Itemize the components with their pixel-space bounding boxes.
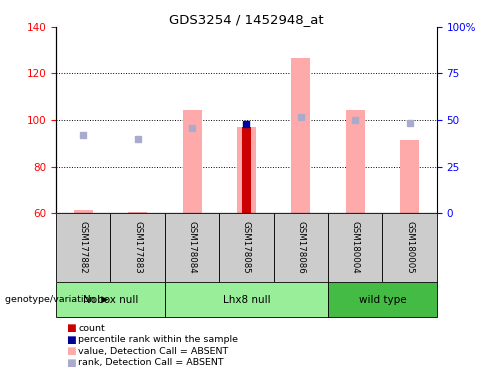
Title: GDS3254 / 1452948_at: GDS3254 / 1452948_at — [169, 13, 324, 26]
Bar — [165, 213, 219, 282]
Text: GSM180005: GSM180005 — [405, 221, 414, 274]
Bar — [274, 213, 328, 282]
Bar — [219, 213, 274, 282]
Text: rank, Detection Call = ABSENT: rank, Detection Call = ABSENT — [78, 358, 224, 367]
Text: GSM178086: GSM178086 — [296, 221, 305, 274]
Text: value, Detection Call = ABSENT: value, Detection Call = ABSENT — [78, 347, 228, 356]
Text: percentile rank within the sample: percentile rank within the sample — [78, 335, 238, 344]
Bar — [56, 282, 165, 317]
Bar — [346, 109, 365, 213]
Bar — [183, 109, 202, 213]
Text: genotype/variation  ▶: genotype/variation ▶ — [5, 295, 108, 304]
Text: GSM180004: GSM180004 — [351, 221, 360, 274]
Bar — [165, 282, 328, 317]
Bar — [328, 213, 383, 282]
Text: Nobox null: Nobox null — [83, 295, 138, 305]
Text: count: count — [78, 324, 105, 333]
Text: ■: ■ — [66, 346, 76, 356]
Bar — [328, 282, 437, 317]
Bar — [383, 213, 437, 282]
Bar — [56, 213, 110, 282]
Bar — [291, 58, 310, 213]
Bar — [74, 210, 93, 213]
Bar — [242, 127, 251, 213]
Text: ■: ■ — [66, 335, 76, 345]
Text: Lhx8 null: Lhx8 null — [223, 295, 270, 305]
Bar — [400, 140, 419, 213]
Text: ■: ■ — [66, 323, 76, 333]
Bar — [110, 213, 165, 282]
Text: ■: ■ — [66, 358, 76, 368]
Text: GSM177882: GSM177882 — [79, 221, 88, 274]
Text: GSM177883: GSM177883 — [133, 221, 142, 274]
Text: GSM178084: GSM178084 — [187, 221, 197, 274]
Bar — [128, 212, 147, 213]
Text: GSM178085: GSM178085 — [242, 221, 251, 274]
Bar — [237, 127, 256, 213]
Text: wild type: wild type — [359, 295, 406, 305]
